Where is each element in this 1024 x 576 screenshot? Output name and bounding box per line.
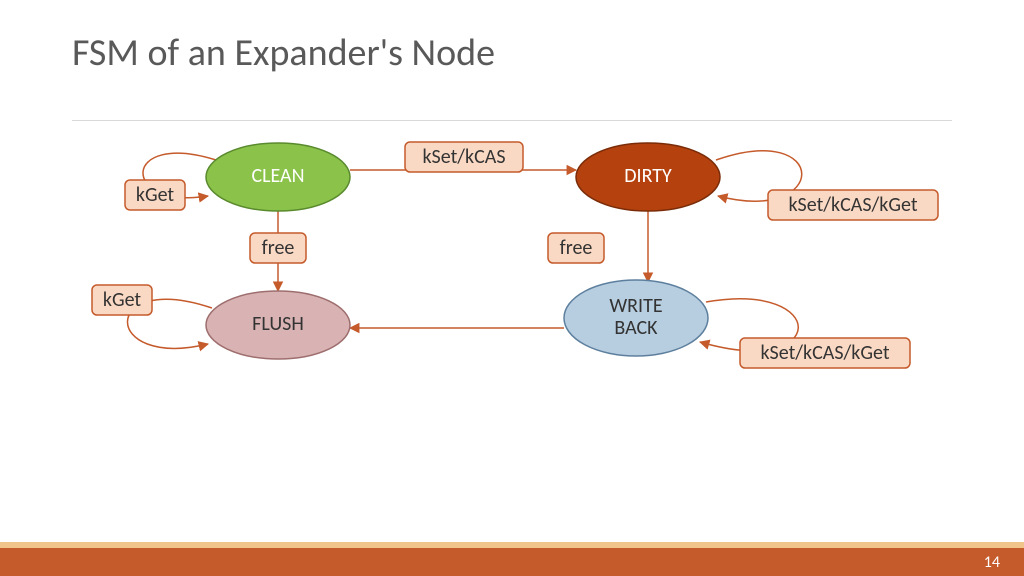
svg-text:kGet: kGet: [103, 288, 142, 312]
svg-text:WRITE: WRITE: [609, 294, 662, 318]
edge-label-6: kSet/kCAS/kGet: [740, 338, 910, 368]
fsm-diagram: CLEAN DIRTY FLUSH WRITEBACK kSet/kCAS kGet kS…: [0, 0, 1024, 576]
footer-bar: 14: [0, 548, 1024, 576]
edge-label-1: kGet: [125, 180, 185, 210]
svg-text:DIRTY: DIRTY: [624, 164, 672, 188]
edge-label-0: kSet/kCAS: [405, 142, 523, 172]
svg-text:CLEAN: CLEAN: [251, 164, 304, 188]
svg-text:FLUSH: FLUSH: [252, 312, 304, 336]
edge-label-5: kGet: [92, 285, 152, 315]
state-flush: FLUSH: [206, 291, 350, 359]
svg-text:kSet/kCAS/kGet: kSet/kCAS/kGet: [760, 341, 889, 365]
state-clean: CLEAN: [206, 143, 350, 211]
svg-text:free: free: [262, 236, 295, 260]
page-number: 14: [984, 553, 1000, 572]
edge-label-4: free: [548, 233, 604, 263]
svg-text:kSet/kCAS: kSet/kCAS: [422, 145, 505, 169]
state-dirty: DIRTY: [576, 143, 720, 211]
edge-label-3: free: [250, 233, 306, 263]
svg-text:free: free: [560, 236, 593, 260]
edge-label-2: kSet/kCAS/kGet: [768, 190, 938, 220]
svg-text:kGet: kGet: [136, 183, 175, 207]
svg-text:BACK: BACK: [614, 316, 658, 340]
state-writeback: WRITEBACK: [564, 280, 708, 356]
svg-text:kSet/kCAS/kGet: kSet/kCAS/kGet: [788, 193, 917, 217]
